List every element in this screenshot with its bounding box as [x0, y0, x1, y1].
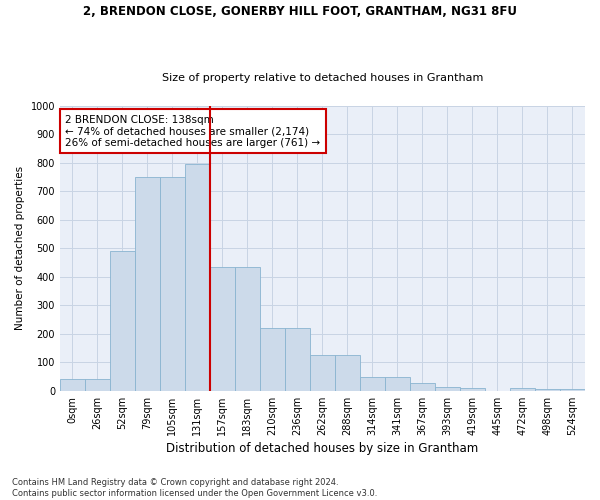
Bar [160, 177, 185, 391]
Bar [560, 388, 585, 391]
Y-axis label: Number of detached properties: Number of detached properties [15, 166, 25, 330]
Text: 2 BRENDON CLOSE: 138sqm
← 74% of detached houses are smaller (2,174)
26% of semi: 2 BRENDON CLOSE: 138sqm ← 74% of detache… [65, 114, 320, 148]
Bar [510, 388, 535, 391]
Bar [435, 386, 460, 391]
Bar [135, 177, 160, 391]
Bar [60, 380, 85, 391]
X-axis label: Distribution of detached houses by size in Grantham: Distribution of detached houses by size … [166, 442, 479, 455]
Bar [360, 376, 385, 391]
Bar [385, 376, 410, 391]
Bar [110, 252, 135, 391]
Bar [410, 383, 435, 391]
Text: Contains HM Land Registry data © Crown copyright and database right 2024.
Contai: Contains HM Land Registry data © Crown c… [12, 478, 377, 498]
Bar [335, 355, 360, 391]
Bar [310, 355, 335, 391]
Bar [85, 380, 110, 391]
Bar [260, 328, 285, 391]
Title: Size of property relative to detached houses in Grantham: Size of property relative to detached ho… [162, 73, 483, 83]
Bar [210, 267, 235, 391]
Bar [185, 164, 210, 391]
Bar [535, 388, 560, 391]
Text: 2, BRENDON CLOSE, GONERBY HILL FOOT, GRANTHAM, NG31 8FU: 2, BRENDON CLOSE, GONERBY HILL FOOT, GRA… [83, 5, 517, 18]
Bar [285, 328, 310, 391]
Bar [460, 388, 485, 391]
Bar [235, 267, 260, 391]
